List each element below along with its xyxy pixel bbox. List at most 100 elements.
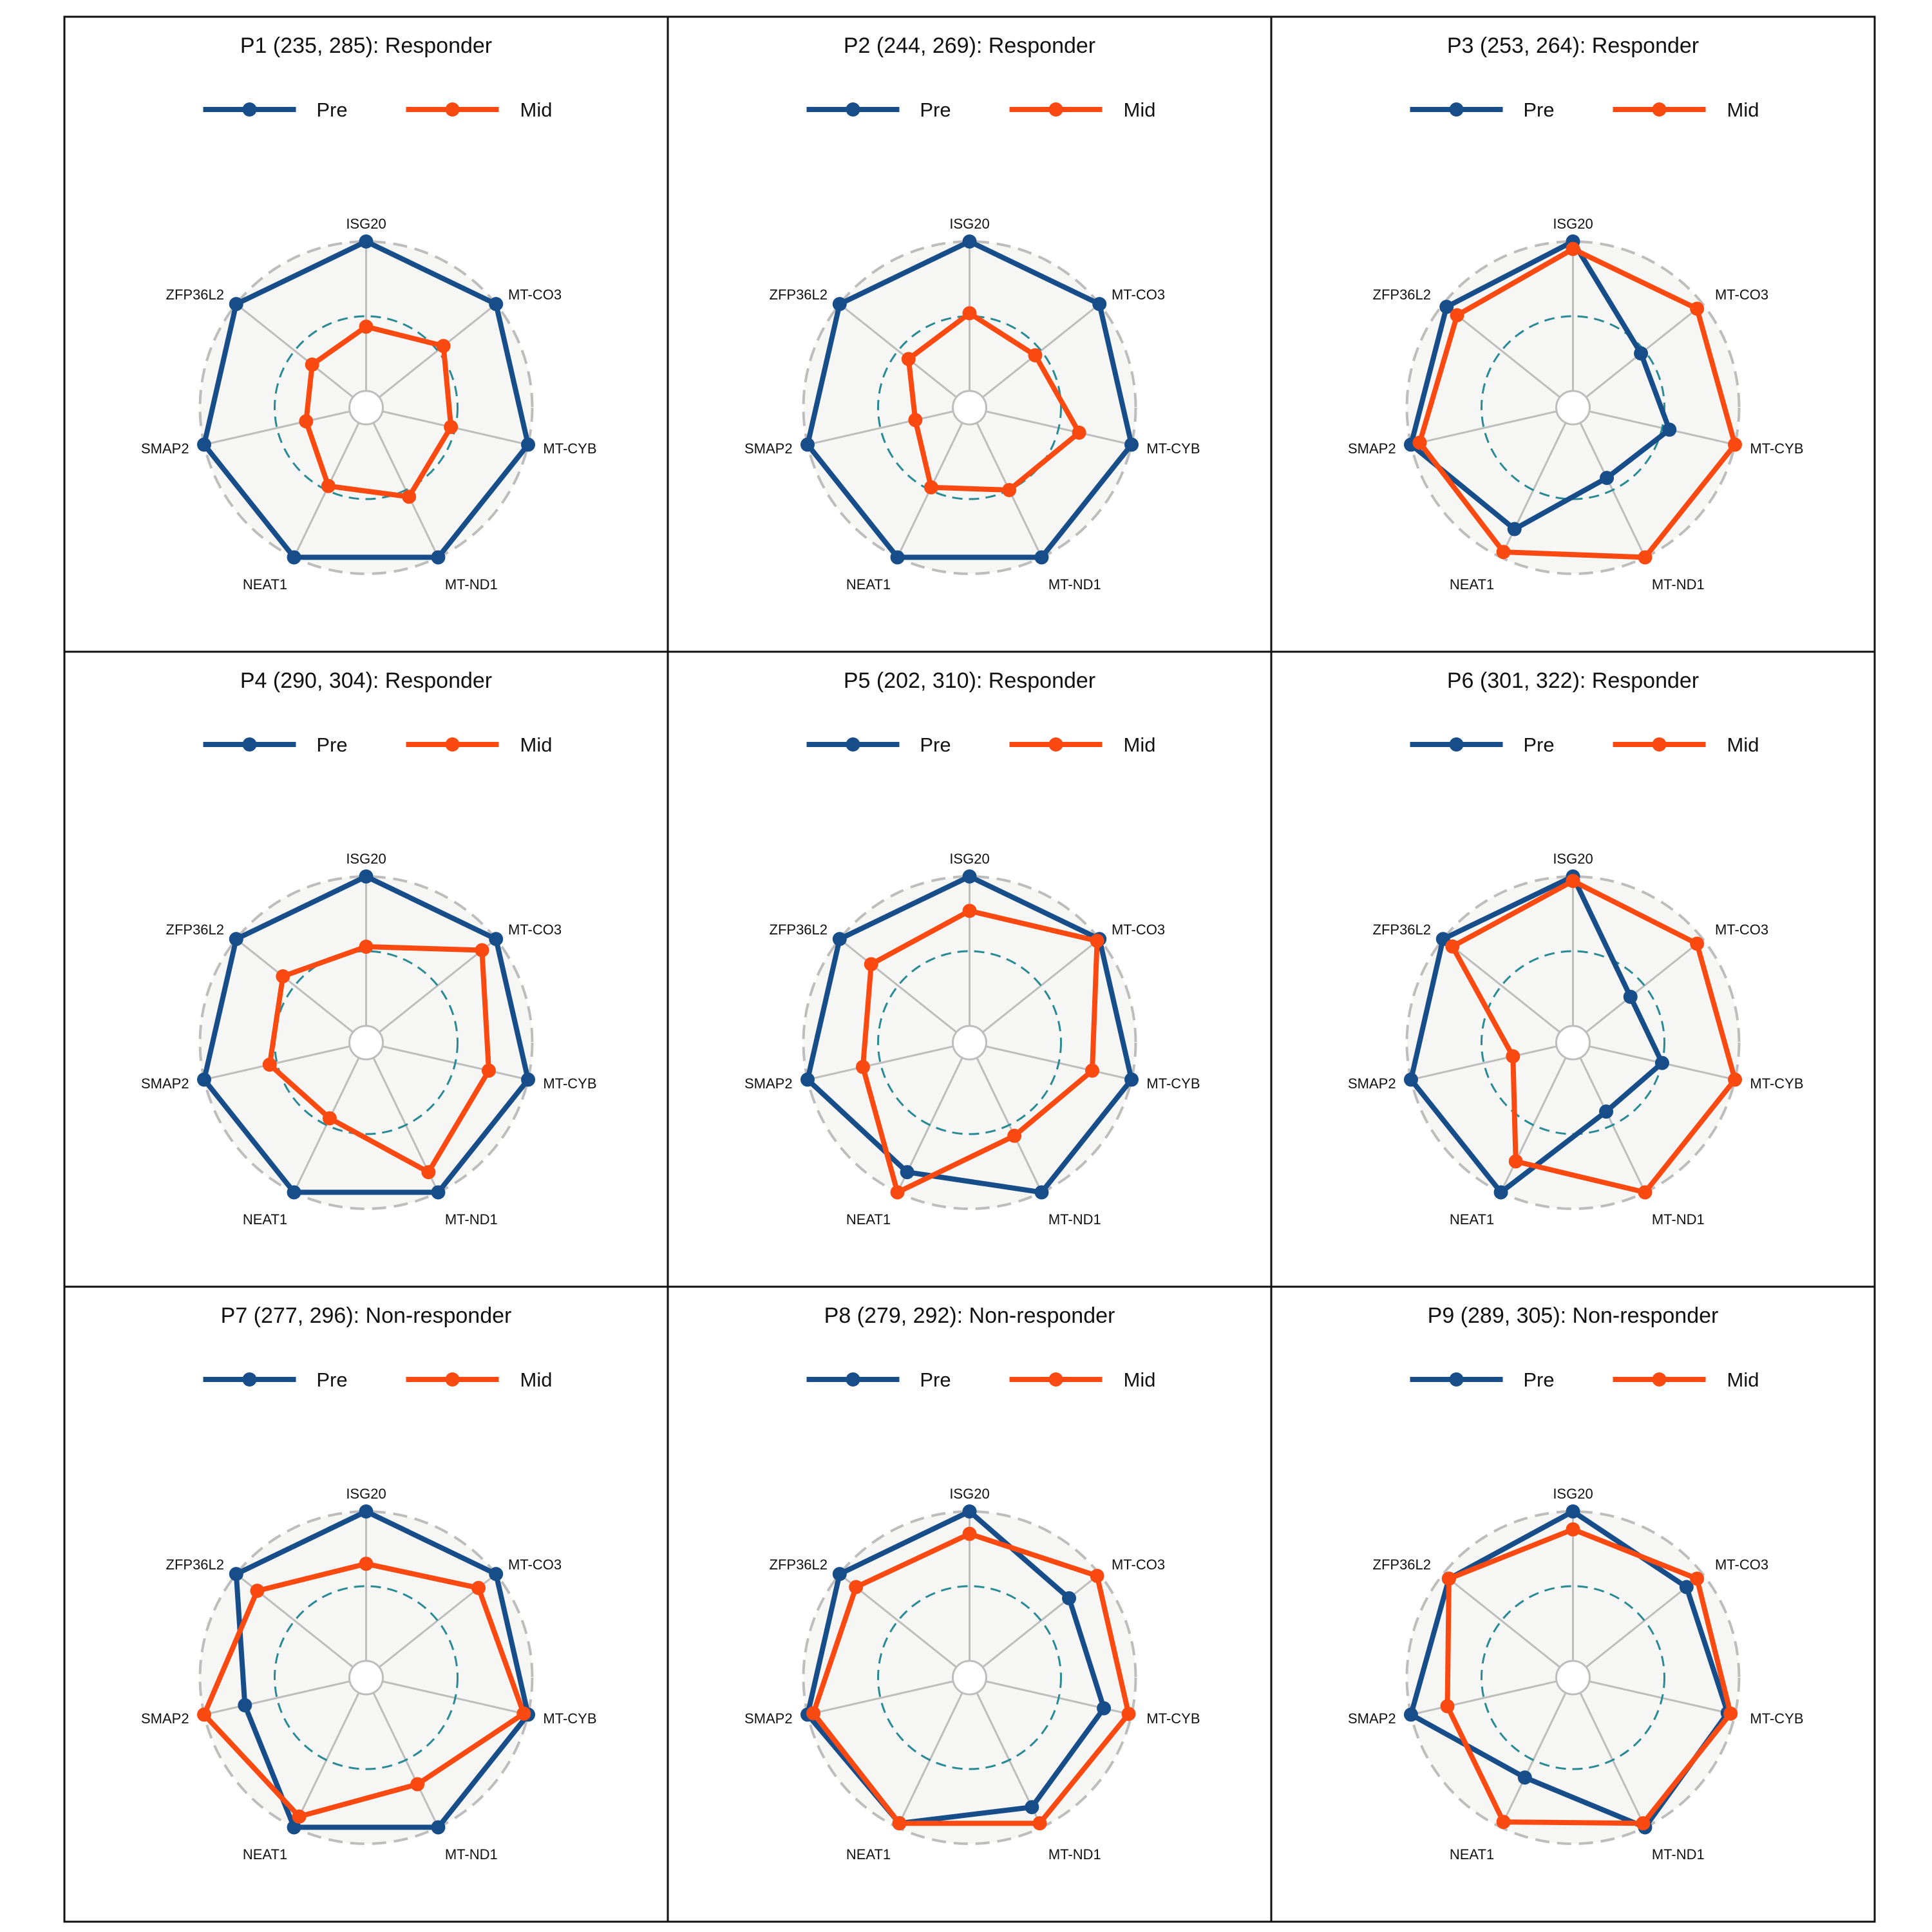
point-mid-smap2 (299, 414, 314, 429)
point-mid-mt-cyb (1084, 1063, 1099, 1078)
axis-label-mt-co3: MT-CO3 (1112, 922, 1165, 938)
spoke-mt-co3 (981, 938, 1101, 1033)
axis-label-isg20: ISG20 (949, 851, 989, 867)
axis-label-neat1: NEAT1 (846, 576, 891, 592)
reference-ring (274, 1585, 459, 1770)
point-mid-zfp36l2 (1450, 308, 1464, 323)
axis-label-mt-co3: MT-CO3 (508, 287, 562, 303)
legend-marker-pre (846, 1372, 860, 1387)
panel-3: P3 (253, 264): Responder Pre Mid ISG20 MT-CO… (1270, 15, 1876, 653)
point-mid-isg20 (359, 319, 374, 334)
panel-title: P9 (289, 305): Non-responder (1428, 1303, 1719, 1328)
legend-label-mid: Mid (1727, 734, 1759, 756)
point-mid-neat1 (892, 1816, 907, 1831)
point-mid-mt-cyb (1723, 1706, 1738, 1721)
outer-ring (802, 1510, 1137, 1845)
radar-center-ring (1555, 1660, 1591, 1696)
panel-title: P7 (277, 296): Non-responder (221, 1303, 512, 1328)
point-pre-isg20 (962, 1504, 977, 1519)
panel-title: P5 (202, 310): Responder (844, 668, 1095, 693)
series-line-mid (303, 324, 454, 500)
point-pre-mt-nd1 (1025, 1800, 1039, 1815)
point-pre-mt-nd1 (1034, 1185, 1049, 1200)
axis-label-neat1: NEAT1 (1450, 1846, 1494, 1862)
spoke-zfp36l2 (838, 938, 958, 1033)
point-mid-mt-cyb (481, 1063, 496, 1078)
axis-label-mt-cyb: MT-CYB (543, 1075, 596, 1092)
panel-title: P8 (279, 292): Non-responder (824, 1303, 1115, 1328)
point-mid-mt-cyb (1072, 425, 1086, 440)
point-mid-zfp36l2 (849, 1580, 864, 1595)
panel-border (1270, 1285, 1876, 1923)
reference-ring (274, 315, 459, 500)
legend-label-pre: Pre (1523, 99, 1554, 121)
point-mid-mt-co3 (1690, 936, 1705, 951)
point-mid-smap2 (196, 1707, 211, 1722)
point-pre-smap2 (1403, 1707, 1418, 1722)
legend-label-pre: Pre (920, 99, 951, 121)
point-pre-mt-nd1 (431, 550, 446, 565)
point-mid-neat1 (1508, 1154, 1523, 1169)
legend-marker-pre (846, 737, 860, 752)
outer-ring (198, 240, 534, 575)
legend-marker-mid (1048, 1372, 1063, 1387)
axis-label-zfp36l2: ZFP36L2 (1373, 1557, 1432, 1573)
legend-label-mid: Mid (1124, 734, 1156, 756)
point-pre-mt-cyb (1124, 437, 1139, 452)
spoke-smap2 (1410, 1680, 1557, 1716)
spoke-smap2 (204, 1680, 350, 1716)
point-pre-zfp36l2 (1439, 299, 1454, 314)
panel-title: P1 (235, 285): Responder (240, 33, 492, 58)
point-pre-mt-nd1 (1034, 550, 1049, 565)
legend-marker-mid (445, 102, 460, 117)
point-mid-mt-nd1 (1638, 550, 1653, 565)
point-pre-neat1 (287, 1820, 301, 1835)
axis-label-mt-cyb: MT-CYB (1750, 1710, 1803, 1727)
outer-ring (1405, 1510, 1741, 1845)
point-mid-mt-cyb (444, 420, 459, 435)
panel-title: P2 (244, 269): Responder (844, 33, 1095, 58)
point-mid-isg20 (1566, 873, 1580, 888)
reference-ring (877, 1585, 1062, 1770)
point-mid-mt-co3 (436, 339, 451, 354)
legend-marker-mid (1048, 737, 1063, 752)
axis-label-smap2: SMAP2 (744, 440, 793, 457)
legend-marker-mid (1048, 102, 1063, 117)
series-line-pre (233, 1509, 531, 1830)
point-mid-mt-co3 (1690, 301, 1705, 316)
series-line-pre (202, 239, 531, 560)
axis-label-smap2: SMAP2 (141, 440, 189, 457)
series-line-mid (202, 1561, 527, 1819)
axis-label-isg20: ISG20 (346, 216, 386, 232)
point-mid-zfp36l2 (864, 957, 878, 972)
point-pre-zfp36l2 (832, 297, 847, 312)
point-pre-mt-co3 (489, 1567, 504, 1582)
point-pre-mt-co3 (1634, 346, 1649, 361)
legend-marker-pre (1449, 102, 1464, 117)
point-mid-zfp36l2 (250, 1584, 265, 1598)
outer-ring (1405, 240, 1741, 575)
point-pre-neat1 (1507, 522, 1522, 536)
axis-label-mt-co3: MT-CO3 (508, 1557, 562, 1573)
point-mid-neat1 (292, 1809, 307, 1824)
point-pre-mt-nd1 (1599, 1104, 1614, 1119)
axis-label-zfp36l2: ZFP36L2 (1373, 922, 1432, 938)
axis-label-mt-nd1: MT-ND1 (1652, 1846, 1705, 1862)
point-mid-mt-co3 (475, 943, 489, 958)
legend-marker-pre (1449, 1372, 1464, 1387)
point-pre-isg20 (359, 869, 374, 884)
point-mid-mt-nd1 (1032, 1816, 1047, 1831)
outer-ring (1405, 875, 1741, 1210)
point-mid-mt-cyb (1121, 1707, 1136, 1721)
panel-4: P4 (290, 304): Responder Pre Mid ISG20 MT-CO… (63, 650, 669, 1288)
axis-label-isg20: ISG20 (1553, 851, 1593, 867)
point-pre-mt-cyb (521, 1072, 536, 1087)
panel-title: P4 (290, 304): Responder (240, 668, 492, 693)
point-pre-neat1 (1517, 1770, 1532, 1785)
axis-label-smap2: SMAP2 (1348, 1075, 1396, 1092)
radar-center-ring (952, 390, 987, 426)
point-pre-mt-co3 (489, 297, 504, 312)
axis-label-neat1: NEAT1 (243, 1211, 287, 1227)
point-mid-neat1 (1496, 545, 1511, 560)
axis-label-isg20: ISG20 (1553, 1486, 1593, 1502)
